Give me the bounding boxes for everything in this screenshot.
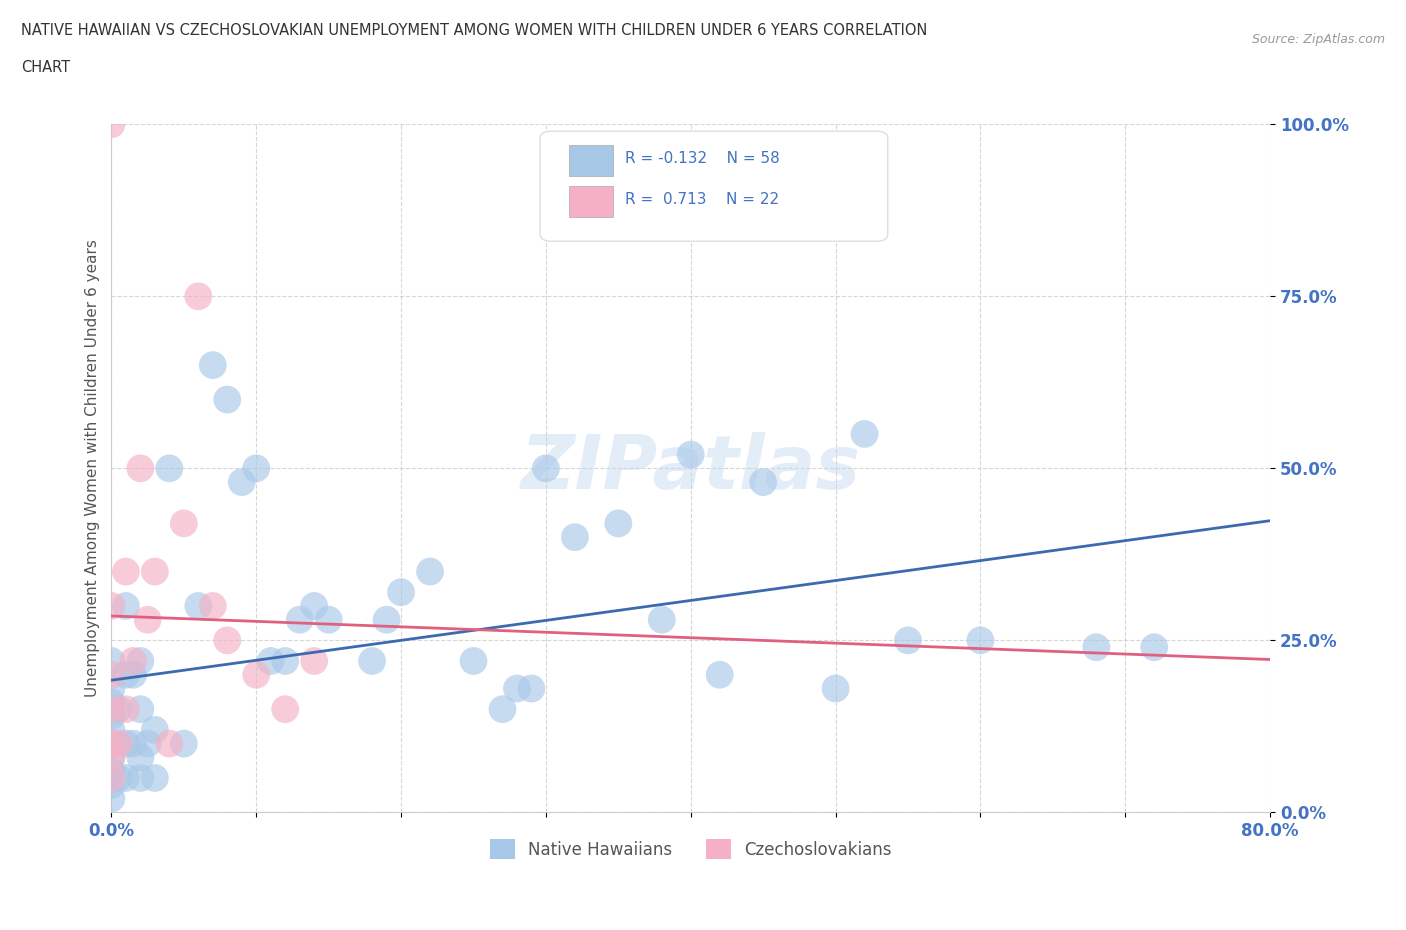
Point: [115, 599, 138, 614]
Point: [100, 723, 122, 737]
Point: [100, 737, 122, 751]
Point: [157, 737, 180, 751]
Point: [143, 723, 166, 737]
Text: R = -0.132    N = 58: R = -0.132 N = 58: [624, 152, 779, 166]
Point: [143, 771, 166, 786]
Legend: Native Hawaiians, Czechoslovakians: Native Hawaiians, Czechoslovakians: [484, 832, 898, 866]
Point: [100, 681, 122, 696]
Text: ZIPatlas: ZIPatlas: [520, 432, 860, 505]
Y-axis label: Unemployment Among Women with Children Under 6 years: Unemployment Among Women with Children U…: [86, 239, 100, 698]
Point: [419, 565, 441, 579]
FancyBboxPatch shape: [569, 186, 613, 218]
Point: [100, 737, 122, 751]
Point: [1085, 640, 1108, 655]
Point: [100, 702, 122, 717]
Point: [173, 516, 195, 531]
Point: [969, 633, 991, 648]
Point: [107, 737, 129, 751]
Point: [100, 750, 122, 764]
Point: [122, 654, 145, 669]
Point: [274, 654, 297, 669]
Text: CHART: CHART: [21, 60, 70, 75]
Point: [100, 709, 122, 724]
Point: [129, 461, 152, 476]
Point: [651, 612, 673, 627]
Point: [107, 702, 129, 717]
Point: [201, 358, 224, 373]
Point: [100, 777, 122, 792]
Point: [115, 737, 138, 751]
Point: [187, 289, 209, 304]
Point: [302, 654, 325, 669]
Point: [491, 702, 513, 717]
Point: [100, 654, 122, 669]
Point: [115, 771, 138, 786]
Point: [231, 474, 253, 489]
Point: [107, 771, 129, 786]
Point: [463, 654, 485, 669]
Point: [100, 695, 122, 710]
Point: [100, 599, 122, 614]
Point: [100, 771, 122, 786]
Point: [173, 737, 195, 751]
Point: [122, 737, 145, 751]
Text: NATIVE HAWAIIAN VS CZECHOSLOVAKIAN UNEMPLOYMENT AMONG WOMEN WITH CHILDREN UNDER : NATIVE HAWAIIAN VS CZECHOSLOVAKIAN UNEMP…: [21, 23, 928, 38]
Point: [853, 427, 876, 442]
Point: [1143, 640, 1166, 655]
Point: [129, 750, 152, 764]
Point: [824, 681, 846, 696]
Point: [709, 668, 731, 683]
Point: [115, 702, 138, 717]
Point: [520, 681, 543, 696]
Point: [245, 461, 267, 476]
Point: [100, 764, 122, 778]
Point: [375, 612, 398, 627]
Text: R =  0.713    N = 22: R = 0.713 N = 22: [624, 193, 779, 207]
Point: [217, 633, 239, 648]
Point: [260, 654, 283, 669]
Point: [534, 461, 557, 476]
Point: [564, 530, 586, 545]
Point: [897, 633, 920, 648]
Point: [217, 392, 239, 407]
Text: Source: ZipAtlas.com: Source: ZipAtlas.com: [1251, 33, 1385, 46]
Point: [752, 474, 775, 489]
Point: [201, 599, 224, 614]
Point: [274, 702, 297, 717]
Point: [122, 668, 145, 683]
Point: [100, 117, 122, 132]
Point: [136, 737, 159, 751]
Point: [288, 612, 311, 627]
Point: [115, 668, 138, 683]
Point: [100, 791, 122, 806]
Point: [129, 702, 152, 717]
Point: [187, 599, 209, 614]
Point: [100, 668, 122, 683]
Point: [302, 599, 325, 614]
Point: [506, 681, 529, 696]
Point: [115, 565, 138, 579]
FancyBboxPatch shape: [569, 144, 613, 176]
Point: [100, 750, 122, 764]
FancyBboxPatch shape: [540, 131, 887, 241]
Point: [361, 654, 384, 669]
Point: [607, 516, 630, 531]
Point: [679, 447, 702, 462]
Point: [245, 668, 267, 683]
Point: [157, 461, 180, 476]
Point: [318, 612, 340, 627]
Point: [389, 585, 412, 600]
Point: [136, 612, 159, 627]
Point: [143, 565, 166, 579]
Point: [129, 771, 152, 786]
Point: [129, 654, 152, 669]
